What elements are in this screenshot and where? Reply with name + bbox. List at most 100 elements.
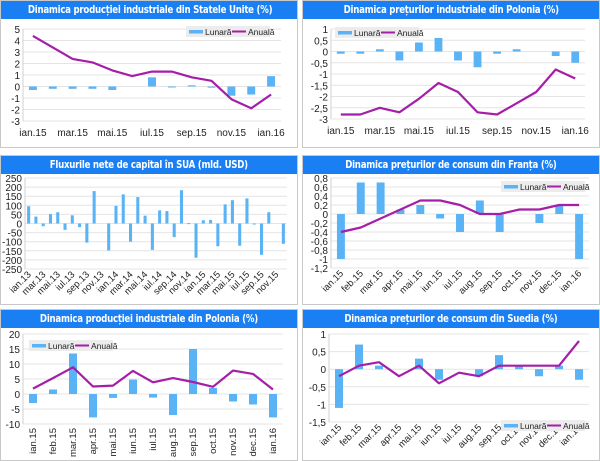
y-tick-label: -0,5 xyxy=(309,383,327,394)
panel-france-consumer-prices: Dinamica prețurilor de consum din Franța… xyxy=(302,155,600,305)
bar-aug.14 xyxy=(165,211,169,224)
chart-france-consumer-prices: -1,2-1-0,8-0,6-0,4-0,200,20,40,60,8 ian.1… xyxy=(311,174,590,297)
x-tick-label: mai.15 xyxy=(97,128,127,139)
y-tick-label: -5 xyxy=(11,405,20,416)
bar-nov.15 xyxy=(229,394,237,402)
y-tick-label: 100 xyxy=(5,201,22,212)
x-tick-label: mar.15 xyxy=(68,428,79,457)
bar-sep.14 xyxy=(172,223,176,238)
y-tick-label: -1,2 xyxy=(311,264,329,275)
y-tick-label: -50 xyxy=(8,229,23,240)
legend-label-anuala: Anuală xyxy=(563,182,590,192)
bar-mar.15 xyxy=(375,365,383,370)
bar-dec.15 xyxy=(281,223,285,244)
bar-mai.15 xyxy=(108,86,117,90)
bar-feb.15 xyxy=(49,389,57,394)
y-tick-label: 5 xyxy=(14,375,20,386)
x-tick-label: ian.15 xyxy=(28,428,39,454)
legend-label-lunara: Lunară xyxy=(520,421,547,431)
bar-sep.15 xyxy=(493,51,501,54)
bar-ian.15 xyxy=(336,51,345,54)
y-tick-label: -1 xyxy=(11,94,20,105)
y-tick-label: 4 xyxy=(14,37,20,48)
x-tick-label: ian.15 xyxy=(19,128,47,139)
y-tick-label: -100 xyxy=(2,238,22,249)
bar-iun.15 xyxy=(436,214,445,219)
bar-aug.15 xyxy=(475,369,483,377)
y-tick-label: 250 xyxy=(5,174,22,185)
bar-sep.15 xyxy=(187,85,196,87)
y-tick-label: 0 xyxy=(320,365,326,376)
bar-nov.15 xyxy=(535,369,543,377)
panel-sweden-consumer-prices: Dinamica prețurilor de consum din Suedia… xyxy=(302,309,600,461)
y-tick-label: 10 xyxy=(9,360,21,371)
legend-label-anuala: Anuală xyxy=(248,27,275,37)
y-tick-label: 0,2 xyxy=(314,201,328,212)
y-tick-label: -1 xyxy=(319,255,328,266)
y-tick-label: 1 xyxy=(322,25,328,36)
chart-title: Dinamica producției industriale din Polo… xyxy=(1,310,297,328)
bar-ian.16 xyxy=(269,394,277,418)
legend-background xyxy=(29,340,113,351)
legend-label-anuala: Anuală xyxy=(91,341,118,351)
bar-apr.15 xyxy=(88,86,97,89)
bar-oct.14 xyxy=(179,190,184,224)
bar-dec.14 xyxy=(194,223,198,258)
y-tick-label: -2 xyxy=(319,93,328,104)
bar-aug.15 xyxy=(169,394,177,415)
bar-mar.14 xyxy=(128,223,133,242)
x-tick-label: ian.15 xyxy=(327,126,355,137)
bar-feb.15 xyxy=(356,182,365,214)
y-tick-label: -0,8 xyxy=(311,246,329,257)
bar-sep.15 xyxy=(259,223,264,255)
legend-background xyxy=(186,26,270,37)
x-tick-label: nov.15 xyxy=(522,126,552,137)
y-tick-label: 0,6 xyxy=(314,183,328,194)
panel-us-net-capital-flows: Fluxurile nete de capital în SUA (mld. U… xyxy=(0,155,298,305)
y-tick-label: 15 xyxy=(9,345,21,356)
y-tick-label: 0 xyxy=(322,48,328,59)
bar-dec.13 xyxy=(107,223,111,251)
x-tick-label: iul.15 xyxy=(140,128,164,139)
bar-iun.13 xyxy=(63,223,67,230)
y-tick-label: -0,6 xyxy=(311,237,329,248)
y-tick-label: 20 xyxy=(9,330,21,341)
x-tick-label: feb.15 xyxy=(48,428,59,454)
bar-iul.15 xyxy=(148,77,156,87)
y-tick-label: -1 xyxy=(319,70,328,81)
y-tick-label: -10 xyxy=(6,420,21,431)
bar-iun.15 xyxy=(434,38,443,52)
bar-apr.13 xyxy=(48,214,53,224)
legend-label-lunara: Lunară xyxy=(205,27,232,37)
legend-background xyxy=(335,27,419,38)
bar-aug.15 xyxy=(167,86,176,88)
bar-ian.13 xyxy=(27,206,31,224)
legend-swatch-lunara xyxy=(504,424,518,428)
y-tick-label: -1,5 xyxy=(311,81,329,92)
legend: Lunară Anuală xyxy=(501,420,590,431)
bar-mai.14 xyxy=(143,215,147,224)
y-tick-label: -0,5 xyxy=(311,59,329,70)
y-tick-label: 5 xyxy=(14,25,20,36)
legend-swatch-lunara xyxy=(504,185,518,189)
y-tick-label: -0,4 xyxy=(311,228,329,239)
x-tick-label: sep.15 xyxy=(482,126,512,137)
chart-title: Fluxurile nete de capital în SUA (mld. U… xyxy=(1,156,297,174)
bar-iul.14 xyxy=(158,210,162,224)
chart-sweden-consumer-prices: -1,5-1-0,500,51ian.15feb.15mar.15apr.15m… xyxy=(309,330,590,451)
x-tick-label: ian.16 xyxy=(558,268,584,294)
bar-iul.15 xyxy=(149,394,157,398)
y-tick-label: 0 xyxy=(16,220,22,231)
bar-feb.14 xyxy=(121,194,125,224)
bar-nov.15 xyxy=(227,86,236,96)
bar-feb.15 xyxy=(356,51,365,54)
bar-oct.15 xyxy=(209,388,217,394)
bar-oct.15 xyxy=(267,212,271,224)
bar-mai.13 xyxy=(56,212,60,224)
legend: Lunară Anuală xyxy=(186,26,275,37)
x-tick-label: iun.15 xyxy=(419,268,445,294)
bar-mai.15 xyxy=(415,358,423,370)
legend-background xyxy=(501,181,585,192)
legend: Lunară Anuală xyxy=(29,340,118,351)
y-tick-label: 0,5 xyxy=(312,348,326,359)
